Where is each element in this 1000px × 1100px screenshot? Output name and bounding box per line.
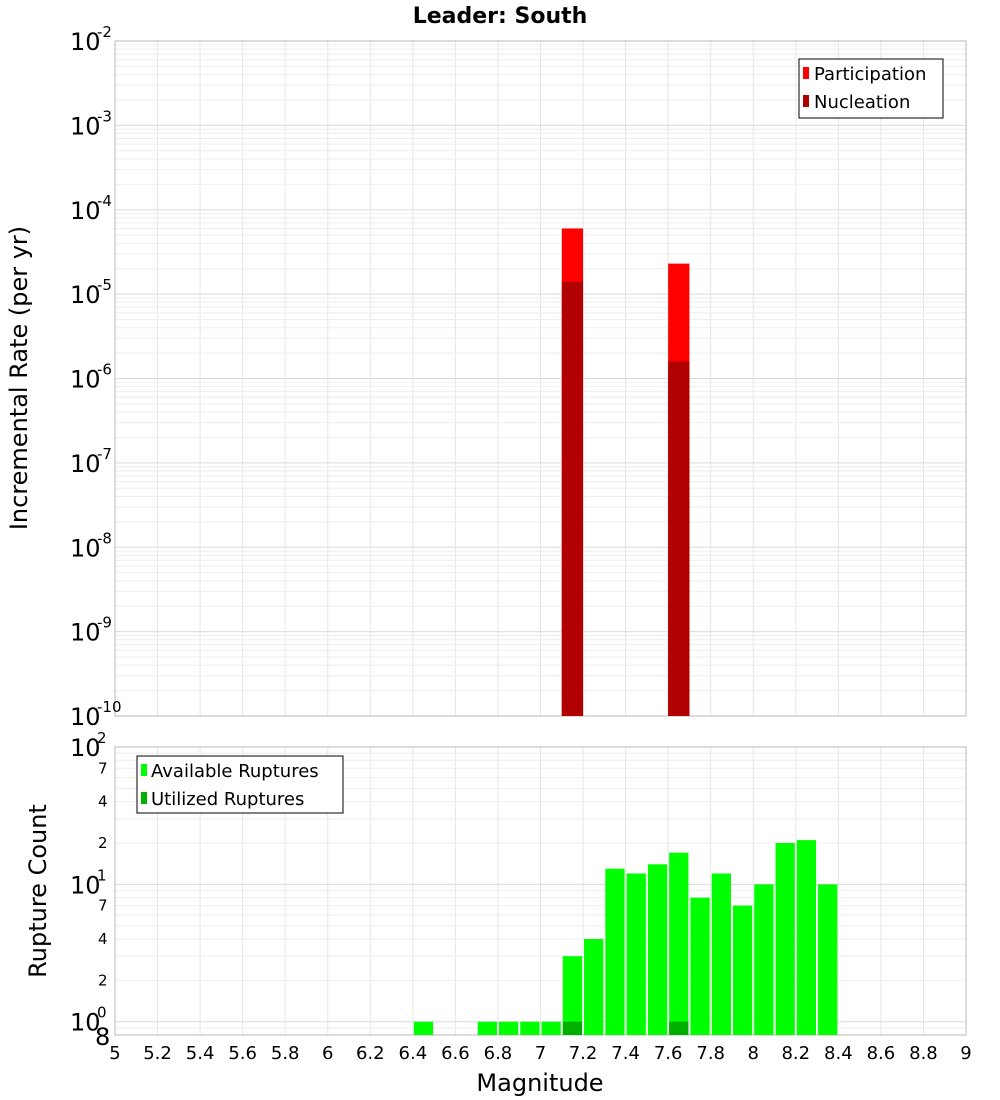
y-tick-label-minor: 4 — [98, 793, 108, 811]
y-tick-exponent: 2 — [97, 729, 107, 747]
y-tick-label-minor: 4 — [98, 930, 108, 948]
count-bar-available-ruptures — [477, 1021, 497, 1035]
legend-swatch-participation — [803, 67, 809, 79]
y-tick-exponent: -6 — [97, 361, 112, 379]
legend-label-utilized: Utilized Ruptures — [151, 789, 304, 810]
x-axis-label: Magnitude — [476, 1069, 603, 1097]
count-bar-available-ruptures — [647, 864, 668, 1035]
count-bar-available-ruptures — [498, 1021, 519, 1035]
count-bar-utilized-ruptures — [562, 1021, 583, 1035]
x-tick-label: 7 — [535, 1043, 546, 1064]
top-y-axis-label: Incremental Rate (per yr) — [5, 226, 33, 530]
top-plot-area — [114, 40, 967, 717]
x-tick-label: 5.4 — [186, 1043, 215, 1064]
count-bar-available-ruptures — [520, 1021, 540, 1035]
x-tick-label: 6.6 — [441, 1043, 470, 1064]
x-tick-label: 5.8 — [271, 1043, 300, 1064]
x-tick-label: 6.8 — [484, 1043, 513, 1064]
x-tick-label: 5.2 — [143, 1043, 172, 1064]
y-tick-exponent: -9 — [97, 614, 112, 632]
y-tick-exponent: -2 — [97, 23, 112, 41]
x-tick-label: 8.4 — [824, 1043, 853, 1064]
count-bar-available-ruptures — [584, 939, 604, 1035]
count-bar-available-ruptures — [732, 905, 753, 1035]
x-tick-label: 7.4 — [611, 1043, 640, 1064]
top-plot-bars — [561, 228, 690, 716]
x-tick-label: 7.2 — [569, 1043, 598, 1064]
y-tick-label: 10 — [70, 534, 101, 562]
y-tick-label-minor: 8 — [95, 1023, 110, 1051]
y-tick-exponent: -5 — [97, 276, 112, 294]
chart-title: Leader: South — [413, 4, 588, 29]
y-tick-label: 10 — [70, 366, 101, 394]
y-tick-exponent: -8 — [97, 529, 112, 547]
count-bar-available-ruptures — [562, 956, 583, 1035]
y-tick-label: 10 — [70, 703, 101, 731]
bottom-legend-box — [136, 755, 344, 814]
count-bar-utilized-ruptures — [669, 1021, 689, 1035]
y-tick-label: 10 — [70, 281, 101, 309]
legend-swatch-available — [141, 764, 147, 776]
x-tick-label: 7.8 — [696, 1043, 725, 1064]
top-legend: Participation Nucleation — [798, 58, 944, 119]
y-tick-label-minor: 7 — [98, 897, 108, 915]
count-bar-available-ruptures — [669, 852, 689, 1035]
y-tick-label-minor: 7 — [98, 759, 108, 777]
y-tick-label: 10 — [70, 450, 101, 478]
y-tick-exponent: -10 — [97, 698, 122, 716]
bottom-plot-bars — [413, 840, 838, 1035]
legend-label-nucleation: Nucleation — [814, 92, 910, 113]
y-tick-exponent: -3 — [97, 107, 112, 125]
x-tick-labels: 5 5.2 5.4 5.6 5.8 6 6.2 6.4 6.6 6.8 7 7.2 7.4 7.6 7.8 8… — [109, 1043, 971, 1064]
legend-label-participation: Participation — [814, 64, 926, 85]
y-tick-label: 10 — [70, 112, 101, 140]
x-tick-label: 5 — [109, 1043, 120, 1064]
y-tick-label: 10 — [70, 871, 101, 899]
legend-swatch-utilized — [141, 792, 147, 804]
x-tick-label: 8.8 — [909, 1043, 938, 1064]
y-tick-exponent: -4 — [97, 192, 112, 210]
bottom-y-axis-label: Rupture Count — [24, 804, 52, 978]
y-tick-label: 10 — [70, 197, 101, 225]
y-tick-exponent: 1 — [97, 866, 107, 884]
bottom-plot-area — [114, 746, 967, 1036]
rate-bar-nucleation — [668, 361, 690, 716]
y-tick-exponent: -7 — [97, 445, 112, 463]
count-bar-available-ruptures — [775, 843, 795, 1035]
y-tick-label: 10 — [70, 28, 101, 56]
y-tick-label-minor: 2 — [98, 971, 108, 989]
count-bar-available-ruptures — [754, 884, 774, 1035]
x-tick-label: 8.2 — [781, 1043, 810, 1064]
x-tick-label: 9 — [960, 1043, 971, 1064]
top-legend-box — [798, 58, 944, 119]
count-bar-available-ruptures — [626, 873, 646, 1035]
legend-label-available: Available Ruptures — [151, 761, 319, 782]
count-bar-available-ruptures — [690, 897, 710, 1035]
rate-bar-nucleation — [561, 281, 584, 716]
x-tick-label: 6 — [322, 1043, 333, 1064]
x-tick-label: 8.6 — [867, 1043, 896, 1064]
x-tick-label: 5.6 — [228, 1043, 257, 1064]
count-bar-available-ruptures — [711, 873, 731, 1035]
y-tick-exponent: 0 — [97, 1004, 107, 1022]
bottom-legend: Available Ruptures Utilized Ruptures — [136, 755, 344, 814]
count-bar-available-ruptures — [413, 1021, 434, 1035]
y-tick-label-minor: 2 — [98, 834, 108, 852]
count-bar-available-ruptures — [818, 884, 838, 1035]
y-tick-label: 10 — [70, 619, 101, 647]
y-tick-label: 10 — [70, 1009, 101, 1037]
x-tick-label: 6.2 — [356, 1043, 385, 1064]
count-bar-available-ruptures — [796, 840, 817, 1035]
count-bar-available-ruptures — [605, 868, 625, 1035]
x-tick-label: 6.4 — [399, 1043, 428, 1064]
count-bar-available-ruptures — [541, 1021, 561, 1035]
x-tick-label: 8 — [748, 1043, 759, 1064]
top-plot-grid — [114, 40, 967, 717]
x-tick-label: 7.6 — [654, 1043, 683, 1064]
y-tick-label: 10 — [70, 734, 101, 762]
legend-swatch-nucleation — [803, 95, 809, 107]
